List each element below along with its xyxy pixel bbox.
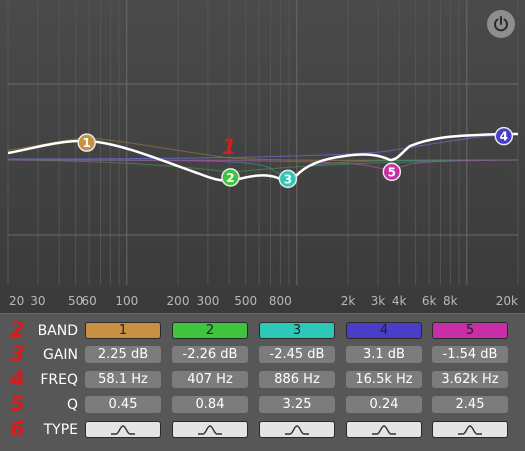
freq-tick-label: 200 — [167, 294, 190, 308]
row-number-band: 2 — [10, 318, 25, 342]
band-2-q-field[interactable]: 0.84 — [172, 396, 248, 413]
band-row: 2 BAND 1 2 3 4 5 — [0, 318, 525, 342]
row-number-gain: 3 — [10, 342, 25, 366]
band-5-q-field[interactable]: 2.45 — [432, 396, 508, 413]
freq-tick-label: 2k — [341, 294, 356, 308]
frequency-grid — [7, 0, 519, 285]
band-2-gain-field[interactable]: -2.26 dB — [172, 346, 248, 363]
band-3-q-field[interactable]: 3.25 — [259, 396, 335, 413]
peak-filter-icon — [285, 425, 309, 435]
row-number-q: 5 — [10, 392, 25, 416]
band-5-marker[interactable]: 5 — [382, 162, 402, 182]
power-icon — [494, 16, 508, 32]
band-2-type-button[interactable] — [172, 421, 248, 438]
band-marker-label: 5 — [388, 165, 396, 179]
freq-tick-label: 4k — [392, 294, 407, 308]
freq-tick-label: 20 — [9, 294, 24, 308]
band-marker-dot — [77, 133, 96, 152]
band-4-gain-field[interactable]: 3.1 dB — [346, 346, 422, 363]
freq-tick-label: 300 — [196, 294, 219, 308]
freq-tick-label: 60 — [81, 294, 96, 308]
band-1-button[interactable]: 1 — [85, 322, 161, 339]
freq-tick-label: 50 — [68, 294, 83, 308]
band-3-type-button[interactable] — [259, 421, 335, 438]
peak-filter-icon — [372, 425, 396, 435]
band-marker-dot — [221, 168, 240, 187]
band-4-q-field[interactable]: 0.24 — [346, 396, 422, 413]
graph-annotation-1: 1 — [222, 135, 237, 159]
gain-row-label: GAIN — [42, 347, 78, 363]
band-3-button[interactable]: 3 — [259, 322, 335, 339]
band-1-q-field[interactable]: 0.45 — [85, 396, 161, 413]
band-controls-panel: 2 BAND 1 2 3 4 5 3 GAIN 2.25 dB -2.26 dB… — [0, 313, 525, 451]
band-5-button[interactable]: 5 — [432, 322, 508, 339]
band-1-type-button[interactable] — [85, 421, 161, 438]
band-3-marker[interactable]: 3 — [278, 169, 298, 189]
band-marker-dot — [382, 162, 402, 182]
peak-filter-icon — [111, 425, 135, 435]
band-5-curve — [7, 159, 519, 170]
type-row-label: TYPE — [43, 422, 78, 438]
q-row: 5 Q 0.45 0.84 3.25 0.24 2.45 — [0, 392, 525, 416]
freq-tick-label: 500 — [234, 294, 257, 308]
band-4-type-button[interactable] — [346, 421, 422, 438]
q-row-label: Q — [66, 397, 78, 413]
band-3-gain-field[interactable]: -2.45 dB — [259, 346, 335, 363]
freq-tick-label: 20k — [496, 294, 518, 308]
freq-tick-label: 800 — [269, 294, 292, 308]
type-row: 6 TYPE — [0, 417, 525, 441]
band-marker-label: 1 — [83, 136, 91, 150]
band-marker-label: 4 — [500, 130, 508, 144]
band-2-freq-field[interactable]: 407 Hz — [172, 371, 248, 388]
freq-row: 4 FREQ 58.1 Hz 407 Hz 886 Hz 16.5k Hz 3.… — [0, 367, 525, 391]
band-1-freq-field[interactable]: 58.1 Hz — [85, 371, 161, 388]
row-number-freq: 4 — [10, 367, 25, 391]
band-5-gain-field[interactable]: -1.54 dB — [432, 346, 508, 363]
band-marker-dot — [494, 126, 514, 146]
band-4-marker[interactable]: 4 — [494, 126, 514, 146]
band-row-label: BAND — [37, 323, 78, 339]
freq-tick-label: 3k — [371, 294, 386, 308]
freq-row-label: FREQ — [40, 372, 78, 388]
band-marker-label: 2 — [226, 171, 234, 185]
gain-row: 3 GAIN 2.25 dB -2.26 dB -2.45 dB 3.1 dB … — [0, 342, 525, 366]
peak-filter-icon — [198, 425, 222, 435]
band-5-type-button[interactable] — [432, 421, 508, 438]
band-1-marker[interactable]: 1 — [77, 133, 96, 152]
freq-tick-label: 6k — [422, 294, 437, 308]
band-2-marker[interactable]: 2 — [221, 168, 240, 187]
band-4-button[interactable]: 4 — [346, 322, 422, 339]
freq-tick-label: 100 — [115, 294, 138, 308]
graph-background — [0, 0, 525, 315]
band-markers: 1 2 3 4 5 — [77, 126, 514, 189]
band-2-button[interactable]: 2 — [172, 322, 248, 339]
band-3-freq-field[interactable]: 886 Hz — [259, 371, 335, 388]
band-4-curve — [7, 133, 519, 160]
power-button[interactable] — [487, 10, 515, 38]
freq-tick-label: 30 — [30, 294, 45, 308]
band-4-freq-field[interactable]: 16.5k Hz — [346, 371, 422, 388]
peak-filter-icon — [458, 425, 482, 435]
band-marker-label: 3 — [284, 172, 292, 186]
band-marker-dot — [278, 169, 298, 189]
band-1-gain-field[interactable]: 2.25 dB — [85, 346, 161, 363]
row-number-type: 6 — [10, 417, 25, 441]
freq-tick-label: 8k — [443, 294, 458, 308]
band-5-freq-field[interactable]: 3.62k Hz — [432, 371, 508, 388]
